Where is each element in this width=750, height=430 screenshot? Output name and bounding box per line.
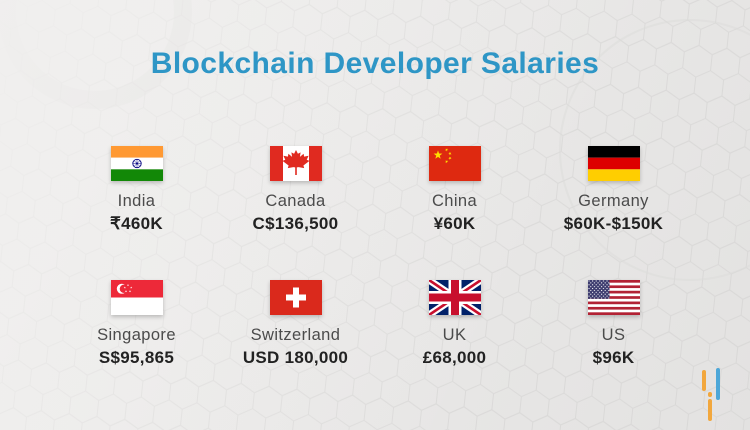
country-label: UK [442,326,467,344]
salary-card-switzerland: Switzerland USD 180,000 [216,280,375,368]
salary-card-singapore: Singapore S$95,865 [57,280,216,368]
country-label: Germany [578,192,649,210]
country-label: India [117,192,156,210]
switzerland-flag-icon [269,280,322,315]
page-title: Blockchain Developer Salaries [150,47,600,80]
china-flag-icon [428,146,481,181]
logo-bar-yellow-bottom [708,399,712,421]
country-label: China [431,192,478,210]
salary-value: S$95,865 [98,348,175,367]
salary-card-india: India ₹460K [57,146,216,234]
salary-card-germany: Germany $60K-$150K [534,146,693,234]
country-label: US [601,326,626,344]
salary-value: £68,000 [422,348,487,367]
salary-value: $96K [592,348,635,367]
salary-value: C$136,500 [252,214,339,233]
uk-flag-icon [428,280,481,315]
salary-card-china: China ¥60K [375,146,534,234]
salary-card-us: US $96K [534,280,693,368]
singapore-flag-icon [110,280,163,315]
germany-flag-icon [587,146,640,181]
salary-grid: India ₹460K Canada C$136,500 Chi [57,146,693,368]
logo-bar-yellow-top [702,370,706,391]
india-flag-icon [110,146,163,181]
salary-value: USD 180,000 [242,348,349,367]
salary-card-uk: UK £68,000 [375,280,534,368]
logo-dot-yellow [707,392,712,397]
canada-flag-icon [269,146,322,181]
salary-value: ₹460K [110,214,163,233]
country-label: Canada [265,192,326,210]
us-flag-icon [587,280,640,315]
salary-value: $60K-$150K [563,214,664,233]
brand-logo [695,365,727,425]
logo-bar-blue [716,368,720,400]
salary-card-canada: Canada C$136,500 [216,146,375,234]
country-label: Switzerland [250,326,341,344]
salary-value: ¥60K [433,214,476,233]
country-label: Singapore [97,326,176,344]
